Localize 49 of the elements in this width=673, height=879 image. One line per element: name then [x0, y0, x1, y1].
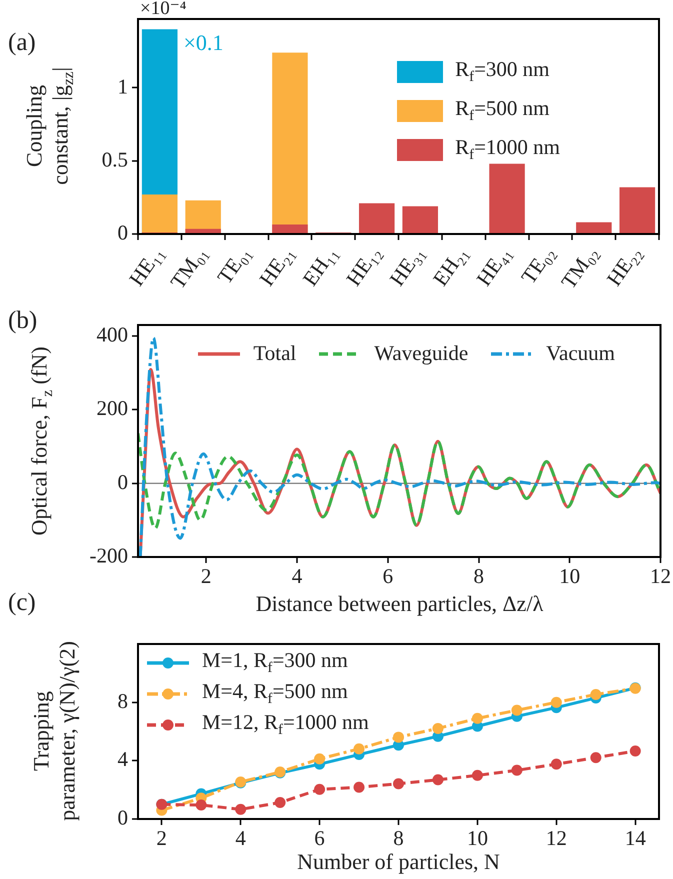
chart-title: (a)	[8, 28, 36, 58]
chart-title: (c)	[8, 588, 36, 618]
y-tick-label: 8	[118, 688, 128, 713]
y-tick-label: 0	[118, 470, 128, 494]
y-tick-label: 200	[96, 396, 128, 420]
x-tick-label: HE₂₁	[254, 241, 299, 290]
x-tick-label: TM₀₁	[166, 241, 212, 294]
x-tick-label: 12	[546, 826, 567, 850]
annotation: ×0.1	[184, 30, 224, 56]
y-axis-title: Trapping parameter, γ(N)/γ(2)	[28, 641, 81, 821]
annotation: ×10⁻⁴	[140, 0, 186, 21]
y-tick-label: 400	[96, 322, 128, 347]
x-tick-label: EH₂₁	[428, 241, 472, 290]
x-tick-label: 4	[292, 564, 303, 588]
legend-label: R$_{f}$=300 nm	[455, 57, 550, 86]
x-tick-label: TE₀₂	[516, 241, 560, 288]
chart-title: (b)	[8, 306, 38, 336]
x-tick-label: HE₃₁	[384, 241, 429, 290]
x-tick-label: 6	[314, 826, 325, 850]
legend-label: R$_{f}$=1000 nm	[455, 135, 560, 165]
x-axis-title: Distance between particles, Δz/λ	[256, 590, 544, 618]
x-tick-label: 2	[156, 826, 167, 850]
x-tick-label: 2	[200, 564, 212, 588]
legend-label: M=1, R$_{f}$=300 nm	[202, 648, 348, 678]
legend-label: R$_{f}$=500 nm	[455, 96, 550, 126]
x-tick-label: 6	[382, 564, 394, 588]
x-tick-label: 14	[624, 826, 646, 850]
y-tick-label: -200	[90, 544, 128, 568]
x-tick-label: 12	[650, 564, 671, 588]
x-tick-label: 4	[235, 826, 246, 850]
legend-label: Waveguide	[374, 341, 468, 366]
x-tick-label: HE₂₂	[602, 241, 646, 290]
x-tick-label: 8	[393, 826, 404, 850]
x-tick-label: 10	[559, 564, 580, 588]
legend-label: M=4, R$_{f}$=500 nm	[202, 679, 348, 708]
x-tick-label: EH₁₁	[298, 241, 342, 290]
x-tick-label: TE₀₁	[212, 241, 256, 288]
x-tick-label: 10	[466, 826, 488, 850]
x-tick-label: HE₄₁	[472, 241, 516, 290]
x-tick-label: HE₁₂	[341, 241, 386, 290]
y-tick-label: 0	[118, 806, 128, 830]
legend-label: Total	[253, 341, 296, 366]
y-tick-label: 0.5	[102, 147, 128, 172]
x-tick-label: 8	[474, 564, 484, 588]
y-tick-label: 1	[118, 74, 128, 98]
legend-label: Vacuum	[546, 341, 615, 366]
legend-label: M=12, R$_{f}$=1000 nm	[202, 710, 369, 740]
x-axis-title: Number of particles, N	[297, 848, 500, 876]
y-tick-label: 4	[118, 747, 128, 772]
